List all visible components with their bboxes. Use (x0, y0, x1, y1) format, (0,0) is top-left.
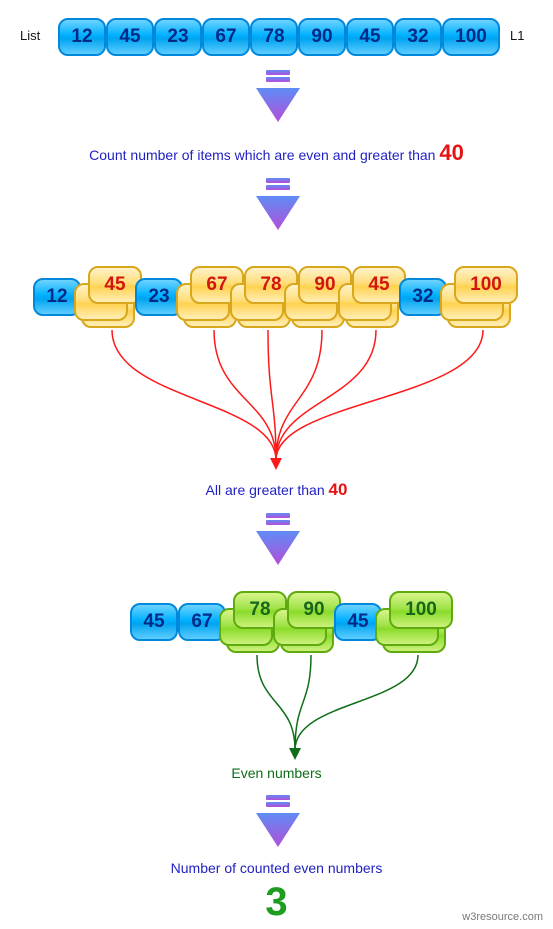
arrow-2 (252, 178, 304, 239)
caption-1a: Count number of items which are even and… (89, 147, 439, 163)
arrow-1 (252, 70, 304, 131)
caption-2b: 40 (329, 480, 348, 499)
row2-cell-4: 78 (237, 278, 291, 316)
row3-cell-0: 45 (130, 603, 178, 641)
caption-1b: 40 (439, 140, 463, 165)
caption-2a: All are greater than (206, 482, 329, 498)
row2: 1245236778904532100 (33, 278, 511, 316)
arrow-4 (252, 795, 304, 856)
caption-1: Count number of items which are even and… (0, 140, 553, 166)
row1-pill-6: 45 (346, 18, 394, 56)
row1-pill-0: 12 (58, 18, 106, 56)
row1: 1245236778904532100 (58, 18, 500, 56)
row3-pill-5: 100 (389, 591, 453, 629)
row2-pill-8: 100 (454, 266, 518, 304)
credit: w3resource.com (462, 911, 543, 923)
row2-pill-1: 45 (88, 266, 142, 304)
caption-2: All are greater than 40 (0, 480, 553, 500)
row2-cell-1: 45 (81, 278, 135, 316)
row2-pill-6: 45 (352, 266, 406, 304)
row1-pill-7: 32 (394, 18, 442, 56)
row1-pill-3: 67 (202, 18, 250, 56)
row2-cell-5: 90 (291, 278, 345, 316)
row1-pill-4: 78 (250, 18, 298, 56)
row3-pill-3: 90 (287, 591, 341, 629)
row3-cell-5: 100 (382, 603, 446, 641)
row2-cell-6: 45 (345, 278, 399, 316)
l1-label: L1 (510, 28, 524, 43)
row1-pill-2: 23 (154, 18, 202, 56)
row2-cell-8: 100 (447, 278, 511, 316)
row1-pill-5: 90 (298, 18, 346, 56)
row3-pill-0: 45 (130, 603, 178, 641)
row3: 4567789045100 (130, 603, 446, 641)
row3-cell-2: 78 (226, 603, 280, 641)
row1-pill-8: 100 (442, 18, 500, 56)
caption-4: Number of counted even numbers (0, 860, 553, 876)
arrow-3 (252, 513, 304, 574)
row3-cell-3: 90 (280, 603, 334, 641)
row1-pill-1: 45 (106, 18, 154, 56)
row2-cell-3: 67 (183, 278, 237, 316)
list-label: List (20, 28, 40, 43)
caption-3: Even numbers (0, 765, 553, 781)
